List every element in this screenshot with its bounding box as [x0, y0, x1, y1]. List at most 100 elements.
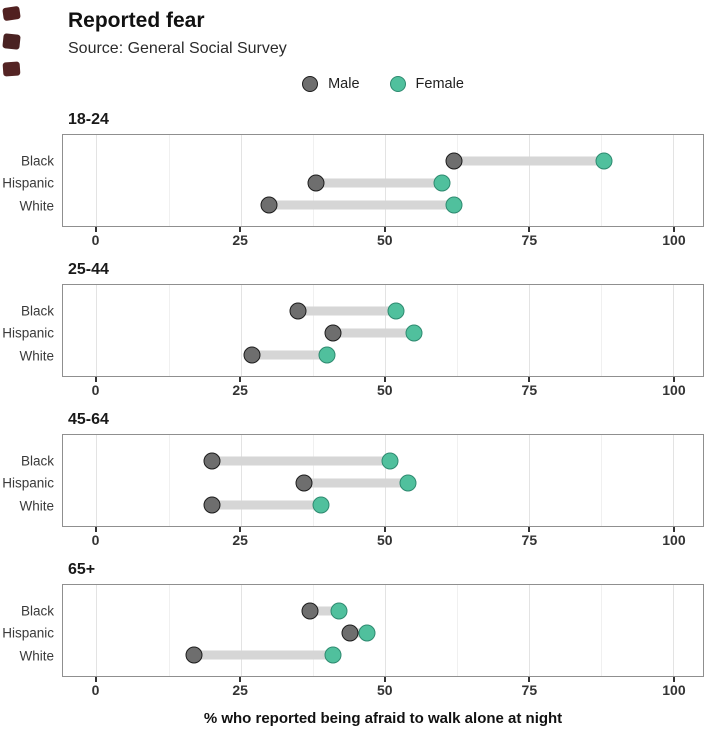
tick-label: 100	[662, 532, 686, 548]
major-gridline	[528, 135, 530, 226]
major-gridline	[240, 585, 242, 676]
row-label: Black	[20, 603, 54, 619]
tick-mark	[383, 677, 386, 682]
row-label: White	[19, 198, 54, 214]
tick-label: 0	[91, 382, 100, 398]
row-label: White	[19, 648, 54, 664]
row-label: Hispanic	[2, 625, 54, 641]
panel-grid: Black Hispanic White	[0, 434, 714, 527]
tick-mark	[94, 677, 97, 682]
chart-title: Reported fear	[68, 9, 205, 32]
tick-mark	[672, 677, 675, 682]
minor-gridline	[456, 135, 458, 226]
x-axis: 0 25 50 75 100	[62, 527, 704, 551]
major-gridline	[240, 285, 242, 376]
female-dot	[433, 174, 451, 192]
tick-label: 75	[521, 532, 538, 548]
row-label: Hispanic	[2, 475, 54, 491]
major-gridline	[528, 285, 530, 376]
major-gridline	[96, 435, 98, 526]
screenshot-artifact	[2, 33, 21, 50]
minor-gridline	[168, 135, 170, 226]
tick-label: 75	[521, 682, 538, 698]
major-gridline	[240, 435, 242, 526]
tick-mark	[383, 527, 386, 532]
screenshot-artifact	[2, 5, 21, 22]
tick-label: 50	[376, 382, 393, 398]
major-gridline	[96, 285, 98, 376]
female-dot	[405, 324, 423, 342]
row-label: Black	[20, 303, 54, 319]
male-dot	[341, 624, 359, 642]
dumbbell-connector	[194, 650, 333, 660]
male-dot	[203, 452, 221, 470]
dumbbell-connector	[350, 628, 368, 638]
female-dot	[595, 152, 613, 170]
dumbbell-connector	[332, 328, 414, 338]
panel-section: 18-24 Black Hispanic White 0 25 50 75 100	[0, 110, 714, 251]
plot-panel	[62, 284, 704, 377]
tick-mark	[383, 227, 386, 232]
major-gridline	[384, 585, 386, 676]
minor-gridline	[600, 285, 602, 376]
male-dot	[203, 496, 221, 514]
major-gridline	[673, 285, 675, 376]
female-dot	[381, 452, 399, 470]
tick-label: 50	[376, 532, 393, 548]
legend-item-female: Female	[389, 76, 464, 92]
plot-panel	[62, 134, 704, 227]
minor-gridline	[600, 135, 602, 226]
male-dot	[243, 346, 261, 364]
major-gridline	[528, 585, 530, 676]
tick-mark	[528, 377, 531, 382]
tick-mark	[94, 377, 97, 382]
tick-mark	[383, 377, 386, 382]
tick-label: 25	[232, 682, 248, 698]
legend-item-male: Male	[302, 76, 360, 92]
male-dot	[260, 196, 278, 214]
row-label: White	[19, 498, 54, 514]
tick-label: 0	[91, 532, 100, 548]
dumbbell-connector	[252, 350, 328, 360]
major-gridline	[240, 135, 242, 226]
tick-label: 25	[232, 532, 248, 548]
tick-mark	[239, 677, 242, 682]
tick-mark	[239, 377, 242, 382]
row-labels: Black Hispanic White	[0, 434, 62, 527]
female-dot	[358, 624, 376, 642]
dumbbell-connector	[211, 456, 391, 466]
legend-label-male: Male	[328, 76, 360, 92]
minor-gridline	[600, 435, 602, 526]
dumbbell-connector	[298, 306, 397, 316]
panel-title: 25-44	[68, 261, 109, 278]
female-dot	[330, 602, 348, 620]
dumbbell-connector	[453, 156, 604, 166]
row-label: Black	[20, 153, 54, 169]
major-gridline	[673, 585, 675, 676]
dumbbell-connector	[211, 500, 322, 510]
male-dot	[185, 646, 203, 664]
tick-mark	[672, 227, 675, 232]
dumbbell-connector	[269, 200, 454, 210]
tick-mark	[528, 527, 531, 532]
dumbbell-connector	[315, 178, 443, 188]
row-label: Hispanic	[2, 175, 54, 191]
tick-label: 25	[232, 232, 248, 248]
legend-label-female: Female	[415, 76, 464, 92]
female-dot	[445, 196, 463, 214]
female-dot-icon	[389, 76, 406, 92]
female-dot	[324, 646, 342, 664]
tick-label: 75	[521, 382, 538, 398]
female-dot	[399, 474, 417, 492]
tick-mark	[672, 377, 675, 382]
female-dot	[318, 346, 336, 364]
tick-mark	[239, 527, 242, 532]
tick-mark	[94, 227, 97, 232]
panels-container: 18-24 Black Hispanic White 0 25 50 75 100 25-44 Bl…	[0, 110, 714, 701]
major-gridline	[96, 135, 98, 226]
tick-label: 50	[376, 232, 393, 248]
tick-label: 100	[662, 232, 686, 248]
minor-gridline	[456, 435, 458, 526]
row-labels: Black Hispanic White	[0, 134, 62, 227]
male-dot	[307, 174, 325, 192]
